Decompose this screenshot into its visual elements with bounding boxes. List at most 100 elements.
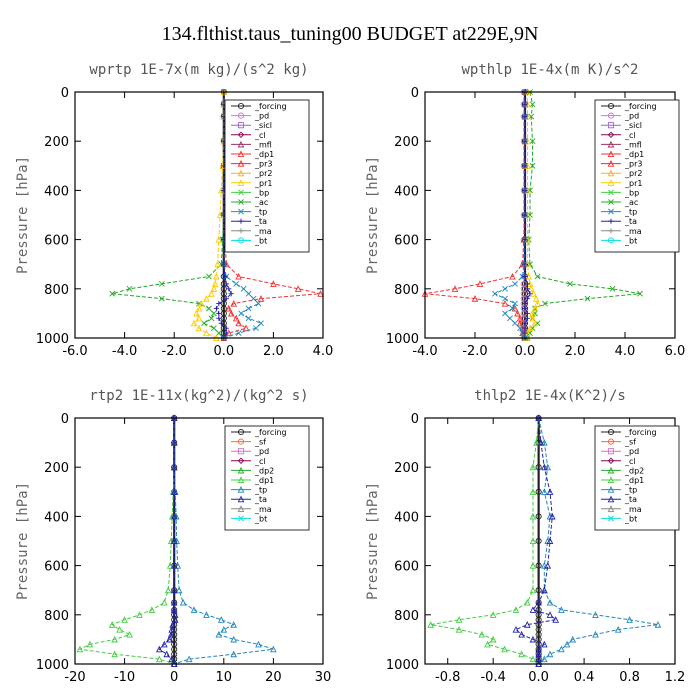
data-point [523,598,531,606]
legend-marker [237,505,245,512]
data-point [507,315,513,322]
data-point [220,625,228,633]
data-point [232,314,240,322]
data-point [221,261,227,267]
legend-marker [607,448,615,455]
legend-marker [607,179,615,186]
panel-title: wprtp 1E-7x(m kg)/(s^2 kg) [89,62,308,78]
data-point [533,438,540,446]
x-tick-label: 4.0 [615,344,636,359]
data-point [522,261,528,267]
x-tick-label: -2.0 [162,344,187,359]
y-tick-label: 1000 [36,332,69,347]
legend-label: _tp [254,208,267,217]
data-point [501,645,508,653]
y-axis-label: Pressure [hPa] [365,156,381,274]
y-tick-label: 600 [394,560,419,575]
x-tick-label: 0.4 [574,670,595,685]
data-point [245,305,252,312]
data-point [203,295,210,302]
data-point [522,330,528,336]
data-point [512,625,520,633]
data-point [502,295,508,302]
data-point [529,162,536,169]
data-point [522,305,528,312]
legend-marker [237,179,245,186]
x-tick-label: 1.2 [665,670,686,685]
data-point [111,650,119,658]
x-tick-label: 4.0 [313,344,334,359]
data-point [230,635,238,643]
data-point [535,513,542,520]
x-tick-label: -0.4 [480,670,505,685]
data-point [529,488,537,495]
data-point [170,606,178,613]
legend-marker [608,228,614,234]
legend-label: _tp [624,486,637,495]
legend-marker [607,159,615,167]
legend-label: _ma [254,227,272,236]
legend-label: _ma [254,505,272,514]
data-point [171,616,179,623]
y-tick-label: 600 [44,560,69,575]
legend-marker [237,438,245,445]
data-point [534,273,541,280]
legend-label: _pd [624,447,639,456]
x-tick-label: -10 [114,670,135,685]
legend-marker [607,505,615,512]
series-line-ta [158,418,176,665]
legend-marker [607,169,615,177]
data-point [217,616,225,623]
x-tick-label: -2.0 [462,344,487,359]
legend-label: _bp [254,188,269,197]
data-point [529,655,537,663]
data-point [548,512,556,520]
data-point [198,299,205,307]
y-tick-label: 800 [44,283,69,298]
series-line-tp [173,418,274,665]
data-point [609,285,616,292]
series-line-bp [78,418,175,665]
legend-marker [238,189,244,196]
legend-label: _pr2 [254,169,272,178]
data-point [529,586,537,594]
legend-marker [237,428,245,436]
x-tick-label: 0.0 [515,344,536,359]
data-point [155,655,163,663]
data-point [165,635,173,643]
series-ta [155,414,179,668]
data-point [489,635,497,643]
y-tick-label: 200 [394,135,419,150]
data-point [195,314,203,322]
data-point [544,561,552,569]
data-point [529,537,537,545]
data-point [614,625,622,633]
y-tick-label: 800 [394,609,419,624]
data-point [540,586,548,594]
data-point [542,300,548,307]
data-point [203,329,210,337]
data-point [213,305,219,312]
y-tick-label: 200 [44,135,69,150]
legend-label: _tp [254,486,267,495]
data-point [531,304,539,312]
data-point [230,650,238,658]
legend-label: _bp [624,188,639,197]
data-point [524,286,531,292]
data-point [558,606,565,613]
data-point [455,625,463,633]
data-point [637,290,643,297]
data-point [522,273,528,280]
data-point [222,273,228,280]
data-point [534,299,541,307]
legend-label: _forcing [624,428,657,437]
data-point [223,281,229,287]
legend-label: _cl [254,457,266,466]
x-tick-label: 0 [170,670,178,685]
plot-frame [424,417,676,665]
data-point [451,285,459,292]
data-point [563,640,571,648]
x-tick-label: 0.8 [619,670,640,685]
plot-frame [74,91,324,339]
legend-label: _ac [254,198,268,207]
